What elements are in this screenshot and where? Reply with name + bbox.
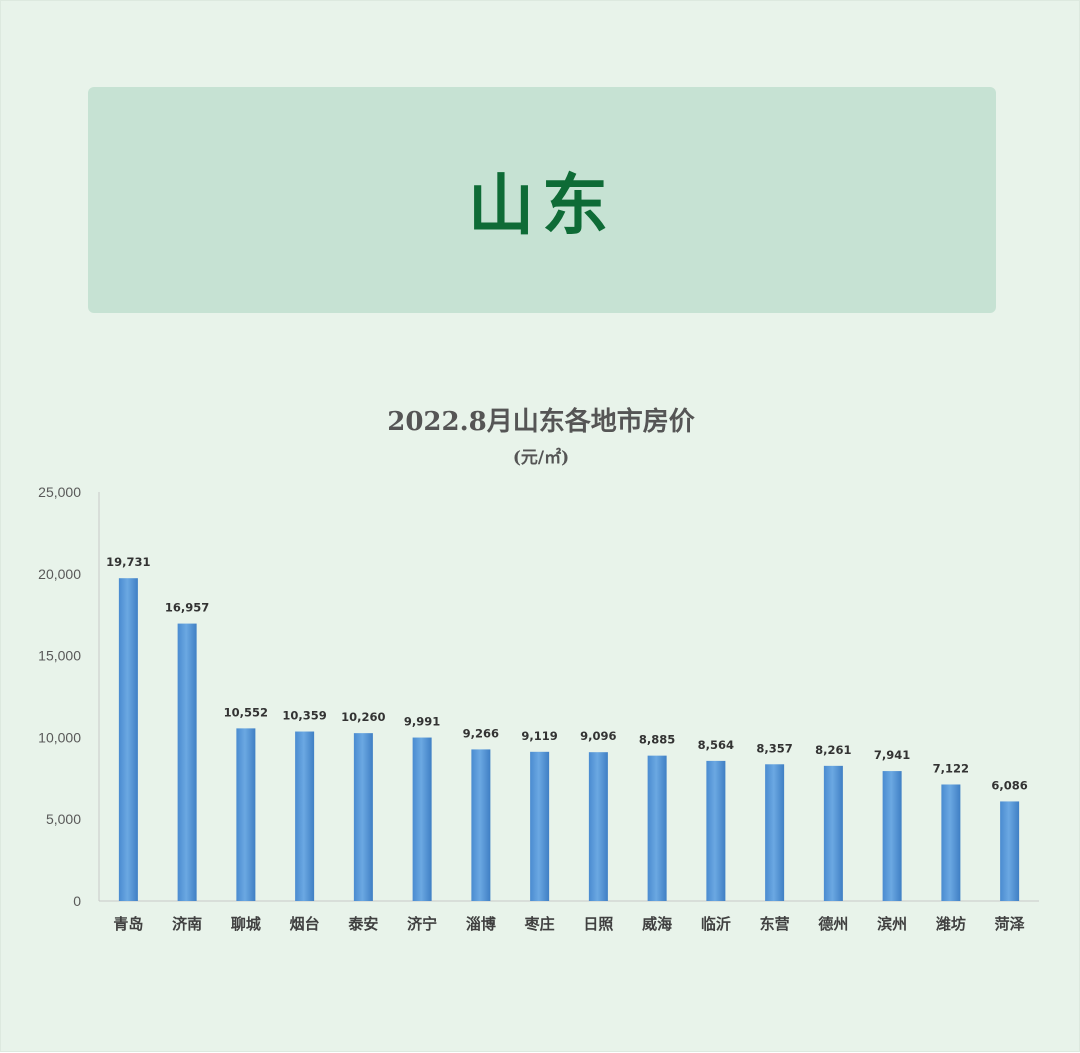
bar (177, 623, 197, 901)
data-label: 9,991 (404, 715, 440, 729)
data-label: 7,122 (933, 761, 969, 775)
data-label: 8,885 (639, 733, 675, 747)
bar (412, 737, 432, 901)
chart-title: 2022.8月山东各地市房价 (387, 407, 695, 437)
category-label: 滨州 (877, 915, 907, 933)
y-tick-label: 20,000 (38, 566, 81, 582)
y-tick-label: 5,000 (46, 811, 81, 827)
chart-unit-subtitle: (元/㎡) (512, 448, 570, 468)
bar (647, 755, 667, 901)
category-label: 聊城 (231, 915, 261, 933)
data-label: 7,941 (874, 748, 910, 762)
bar (882, 771, 902, 901)
bar (236, 728, 256, 901)
category-label: 淄博 (466, 915, 496, 933)
bar (765, 764, 785, 901)
data-label: 16,957 (165, 601, 209, 615)
bar (941, 784, 961, 901)
category-label: 潍坊 (936, 915, 966, 933)
category-label: 青岛 (113, 915, 143, 933)
category-label: 东营 (760, 915, 790, 933)
category-label: 烟台 (290, 915, 320, 933)
category-label: 泰安 (347, 915, 378, 933)
category-label: 临沂 (701, 915, 731, 933)
y-tick-label: 10,000 (38, 729, 81, 745)
category-label: 菏泽 (995, 915, 1025, 933)
bar (823, 765, 843, 901)
y-tick-label: 0 (73, 893, 81, 909)
data-label: 9,119 (521, 729, 557, 743)
bar (588, 752, 608, 901)
category-label: 济南 (172, 915, 202, 933)
province-banner: 山东 (88, 87, 996, 313)
category-label: 济宁 (407, 915, 437, 933)
bar (1000, 801, 1020, 901)
data-label: 19,731 (106, 555, 150, 569)
bar (471, 749, 491, 901)
bar (530, 751, 550, 901)
data-label: 9,096 (580, 729, 616, 743)
bar (353, 733, 373, 901)
bar (706, 760, 726, 901)
data-label: 10,260 (341, 710, 385, 724)
y-tick-label: 25,000 (38, 484, 81, 500)
bar (118, 578, 138, 901)
y-tick-label: 15,000 (38, 648, 81, 664)
data-label: 10,552 (224, 705, 268, 719)
province-title: 山东 (468, 167, 616, 244)
data-label: 6,086 (991, 778, 1027, 792)
data-label: 9,266 (463, 726, 499, 740)
category-label: 日照 (583, 915, 613, 933)
category-label: 德州 (818, 915, 848, 933)
data-label: 8,357 (756, 741, 792, 755)
data-label: 8,564 (698, 738, 734, 752)
data-label: 8,261 (815, 743, 851, 757)
bar (295, 731, 315, 901)
data-label: 10,359 (282, 709, 326, 723)
category-label: 威海 (642, 915, 672, 933)
category-label: 枣庄 (524, 915, 555, 933)
